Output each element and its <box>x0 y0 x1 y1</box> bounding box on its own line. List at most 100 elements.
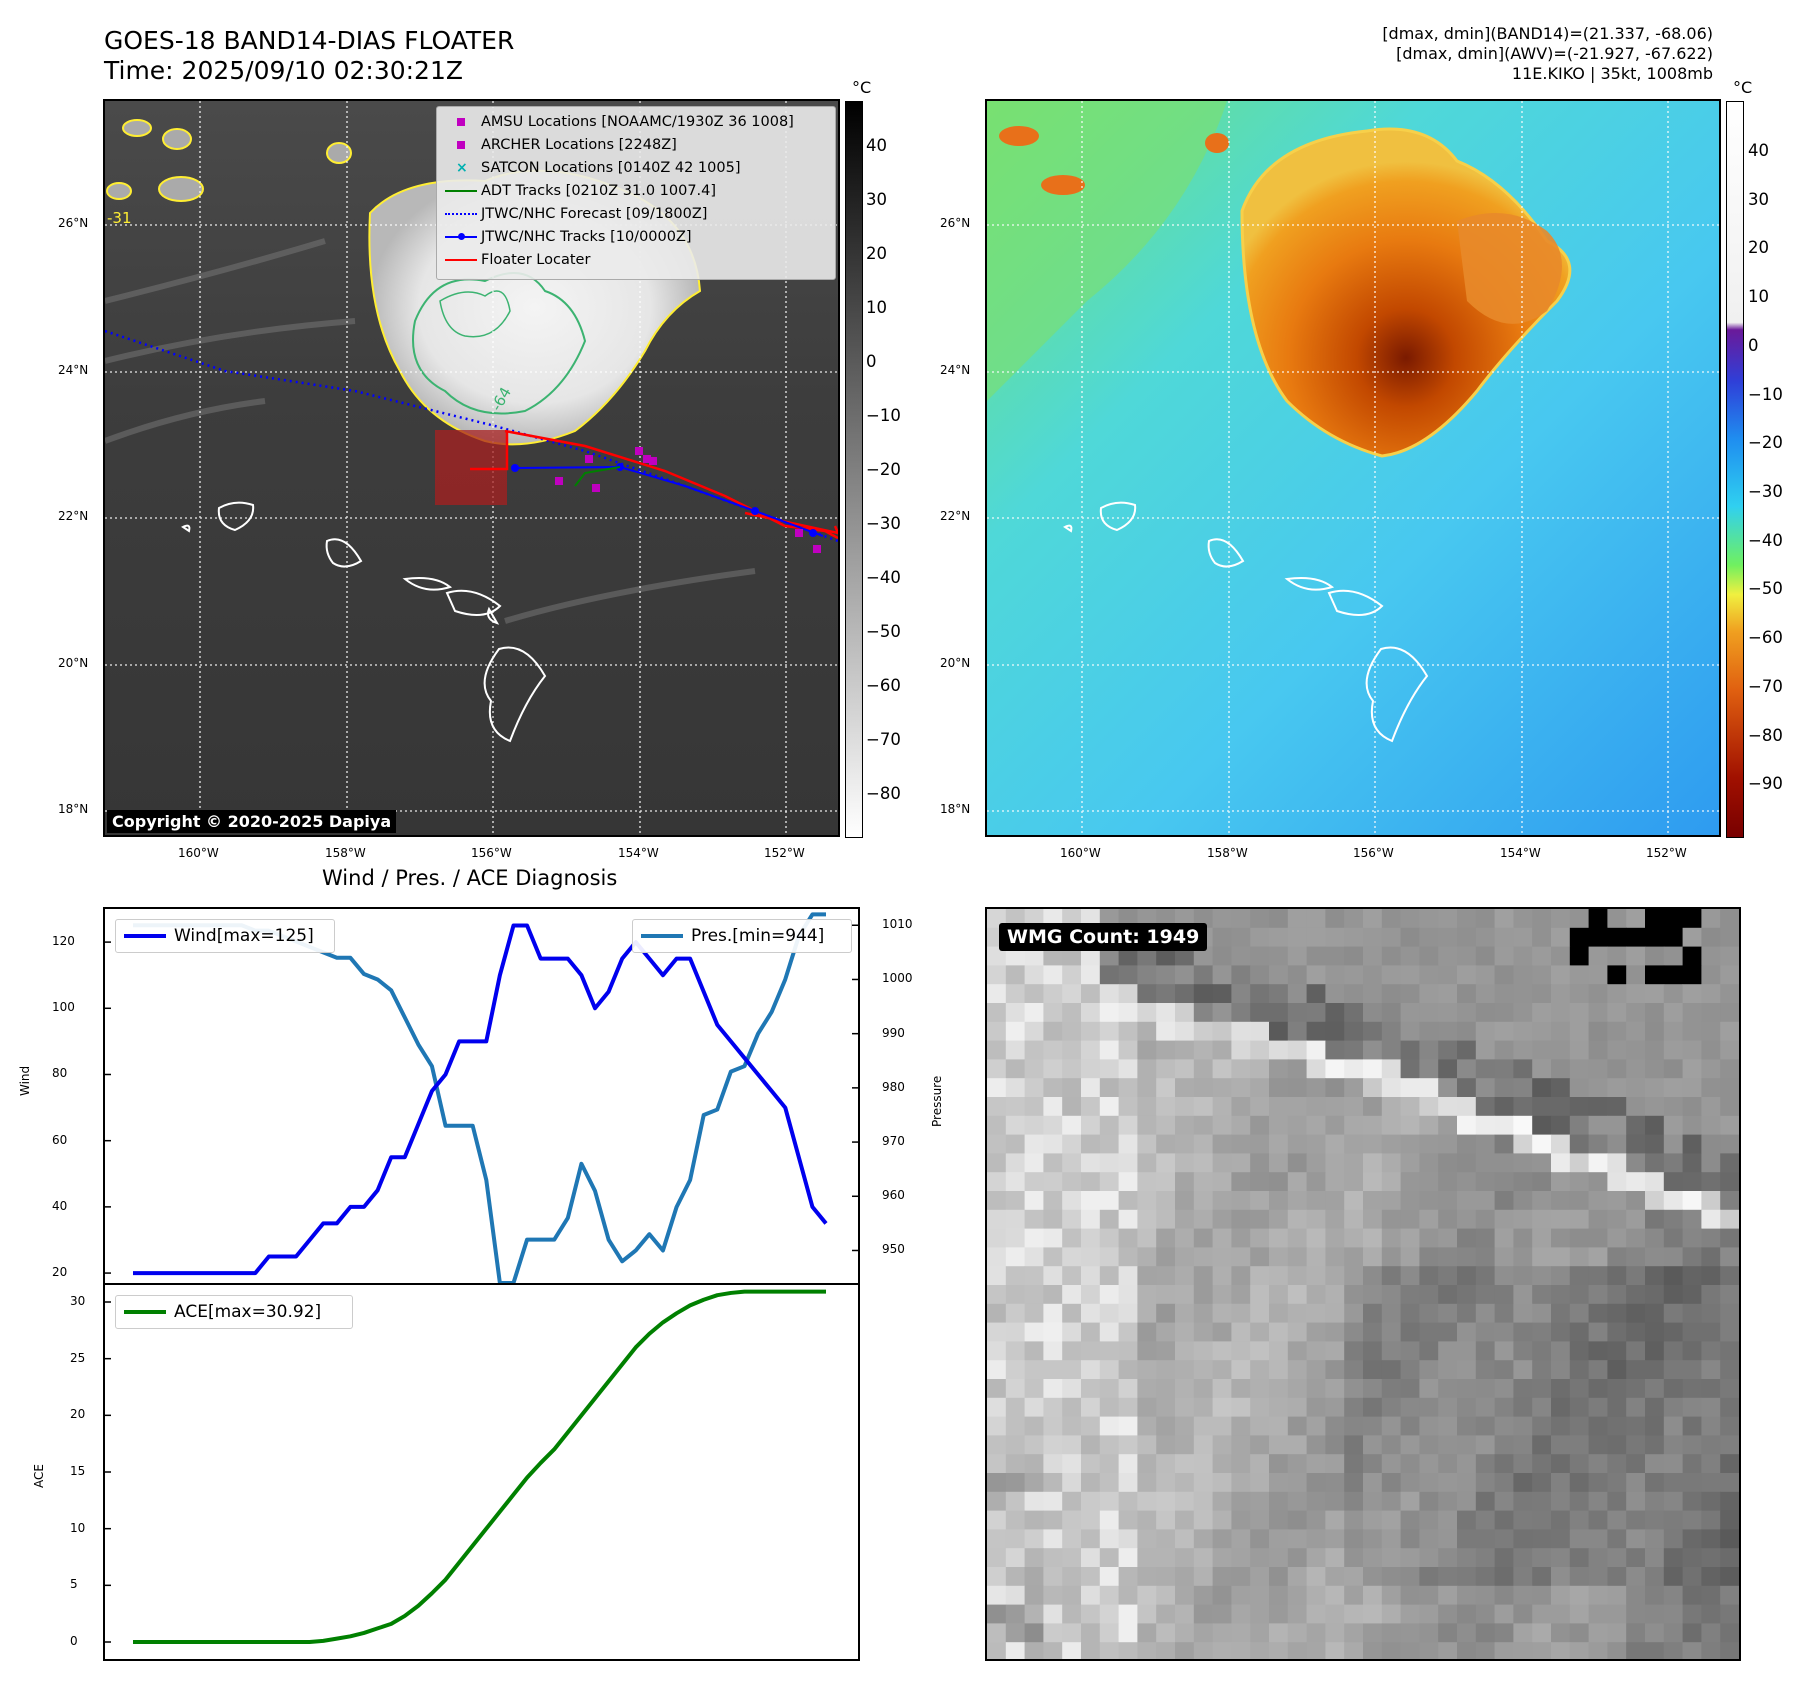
wmg-pixel <box>1400 1642 1420 1659</box>
wmg-pixel <box>1494 1078 1514 1098</box>
wmg-pixel <box>1682 1153 1702 1173</box>
wmg-pixel <box>1663 1548 1684 1568</box>
wmg-pixel <box>1419 1059 1439 1079</box>
wmg-pixel <box>1663 1003 1684 1023</box>
wmg-pixel <box>1269 1228 1289 1248</box>
wmg-pixel <box>1081 1303 1101 1324</box>
wmg-pixel <box>1494 1529 1514 1549</box>
wmg-pixel <box>1005 984 1026 1004</box>
wmg-pixel <box>1269 1642 1289 1659</box>
wmg-pixel <box>1607 1059 1627 1079</box>
wmg-pixel <box>1532 1360 1552 1380</box>
wmg-pixel <box>1024 1585 1044 1606</box>
ace-legend: ACE[max=30.92] <box>115 1295 353 1329</box>
pres-tick-label: 980 <box>882 1079 905 1094</box>
wmg-pixel <box>1607 1266 1627 1286</box>
wmg-pixel <box>1325 1510 1345 1530</box>
wmg-pixel <box>1231 1097 1251 1117</box>
wmg-pixel <box>1099 1172 1120 1192</box>
wmg-pixel <box>1419 927 1439 948</box>
wmg-pixel <box>1419 1623 1439 1643</box>
wmg-pixel <box>1475 1134 1496 1154</box>
wmg-pixel <box>1438 1303 1458 1324</box>
wmg-pixel <box>1250 1567 1270 1587</box>
wmg-pixel <box>1588 1360 1608 1380</box>
wmg-pixel <box>1005 1379 1026 1399</box>
wmg-pixel <box>1475 1078 1496 1098</box>
wmg-pixel <box>1475 1172 1496 1192</box>
wmg-pixel <box>1344 1191 1364 1211</box>
wmg-pixel <box>1438 1416 1458 1436</box>
wmg-pixel <box>1494 1097 1514 1117</box>
wmg-pixel <box>1081 1172 1101 1192</box>
wmg-pixel <box>987 946 1007 966</box>
wmg-pixel <box>1645 1510 1665 1530</box>
wmg-pixel <box>1663 1059 1684 1079</box>
wmg-pixel <box>1005 1341 1026 1361</box>
wmg-pixel <box>1062 1078 1082 1098</box>
wmg-pixel <box>1137 1228 1157 1248</box>
wmg-pixel <box>1005 1642 1026 1659</box>
wmg-pixel <box>1306 1115 1326 1136</box>
wmg-pixel <box>1400 1567 1420 1587</box>
wmg-pixel <box>1137 1379 1157 1399</box>
wmg-pixel <box>1287 1247 1308 1267</box>
wmg-pixel <box>1325 1341 1345 1361</box>
wmg-pixel <box>1551 1567 1571 1587</box>
wmg-pixel <box>1588 1604 1608 1624</box>
awv-colorbar-tick: −10 <box>1748 385 1783 404</box>
wmg-pixel <box>1137 1134 1157 1154</box>
wmg-pixel <box>1663 1529 1684 1549</box>
wmg-pixel <box>1024 1604 1044 1624</box>
wmg-pixel <box>1287 1078 1308 1098</box>
ir-colorbar-tick: −40 <box>866 568 901 587</box>
wmg-pixel <box>1212 1567 1232 1587</box>
ace-tick-label: 20 <box>70 1407 86 1422</box>
wmg-pixel <box>1457 1567 1477 1587</box>
wmg-pixel <box>1024 1003 1044 1023</box>
wmg-pixel <box>1269 1623 1289 1643</box>
wmg-pixel <box>1663 1228 1684 1248</box>
wmg-pixel <box>1325 1360 1345 1380</box>
wmg-pixel <box>1720 1172 1739 1192</box>
wmg-pixel <box>1532 1322 1552 1342</box>
ace-tick-label: 30 <box>70 1294 86 1308</box>
wmg-pixel <box>1607 965 1627 985</box>
wmg-pixel <box>1081 1059 1101 1079</box>
wmg-pixel <box>1325 1209 1345 1230</box>
wmg-pixel <box>1156 1003 1176 1023</box>
wmg-pixel <box>1212 927 1232 948</box>
wmg-pixel <box>1363 1247 1383 1267</box>
wmg-pixel <box>987 1322 1007 1342</box>
wmg-pixel <box>1212 1191 1232 1211</box>
wmg-pixel <box>1269 1021 1289 1042</box>
wmg-pixel <box>1438 1379 1458 1399</box>
wmg-pixel <box>1344 965 1364 985</box>
wmg-pixel <box>1250 1435 1270 1455</box>
wmg-pixel <box>1701 1153 1721 1173</box>
wmg-pixel <box>1419 965 1439 985</box>
wmg-pixel <box>1419 1153 1439 1173</box>
wmg-pixel <box>987 1003 1007 1023</box>
wmg-pixel <box>1701 1623 1721 1643</box>
wmg-pixel <box>1663 1285 1684 1305</box>
wmg-pixel <box>1400 927 1420 948</box>
wmg-pixel <box>1457 1153 1477 1173</box>
map-legend: AMSU Locations [NOAAMC/1930Z 36 1008] AR… <box>436 106 836 280</box>
wmg-pixel <box>1607 1153 1627 1173</box>
wmg-pixel <box>1137 984 1157 1004</box>
wmg-pixel <box>1720 1003 1739 1023</box>
wmg-pixel <box>1532 984 1552 1004</box>
wmg-pixel <box>1325 1115 1345 1136</box>
wmg-pixel <box>1118 1134 1138 1154</box>
wmg-pixel <box>1212 1642 1232 1659</box>
wmg-pixel <box>1175 1416 1195 1436</box>
wmg-pixel <box>1400 1209 1420 1230</box>
wmg-pixel <box>1400 1097 1420 1117</box>
wmg-pixel <box>1269 1416 1289 1436</box>
wmg-pixel <box>1306 1021 1326 1042</box>
wmg-pixel <box>1156 1115 1176 1136</box>
wmg-pixel <box>1118 1529 1138 1549</box>
wmg-pixel <box>1682 1209 1702 1230</box>
wmg-pixel <box>1494 1341 1514 1361</box>
